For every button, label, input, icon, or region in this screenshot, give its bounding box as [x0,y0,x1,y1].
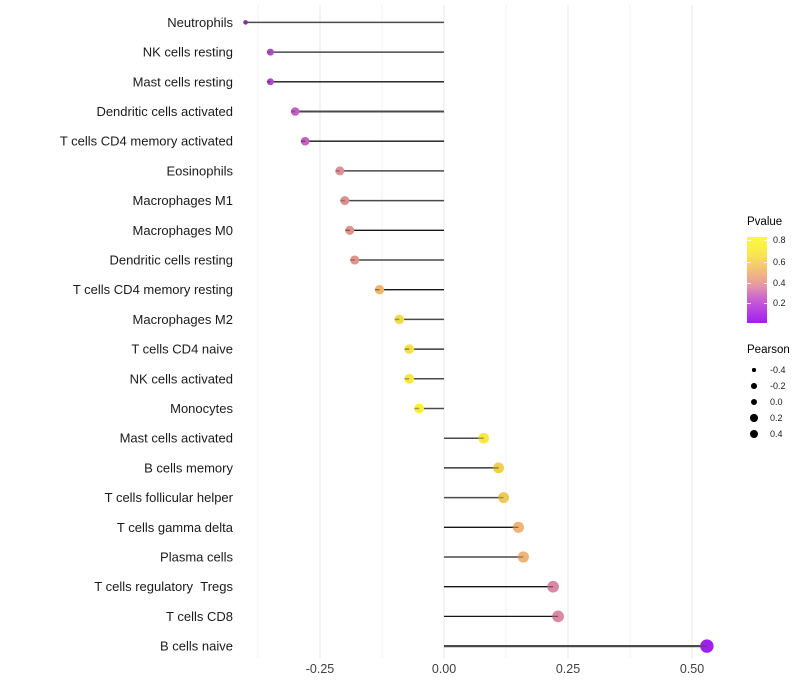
colorbar-tick [763,303,767,304]
x-axis-tick-label: 0.50 [680,662,704,676]
category-label: Mast cells activated [120,431,233,446]
pearson-legend-entry: 0.2 [747,410,799,426]
pearson-dot-box [747,426,761,442]
pearson-dot-box [747,394,761,410]
category-label: Macrophages M1 [133,193,233,208]
pvalue-tick-label: 0.8 [773,235,786,245]
colorbar-tick [763,240,767,241]
data-point [552,610,564,623]
pvalue-colorbar [747,237,767,323]
category-label: Plasma cells [160,550,233,565]
pearson-size-dot [752,368,756,372]
category-label: T cells CD8 [166,609,233,624]
colorbar-tick [747,282,751,284]
category-label: T cells follicular helper [105,490,234,505]
data-point [350,255,360,265]
category-label: T cells CD4 memory resting [73,282,233,297]
x-axis-tick-label: 0.00 [432,662,456,676]
pearson-legend-title: Pearson [747,344,790,356]
pearson-legend-entry: 0.0 [747,394,799,410]
pearson-dot-box [747,378,761,394]
category-label: Macrophages M2 [133,312,233,327]
pearson-size-label: -0.2 [770,381,786,391]
x-axis-tick-label: 0.25 [556,662,580,676]
category-label: Neutrophils [167,15,233,30]
data-point [374,285,385,295]
category-label: T cells regulatory Tregs [94,579,233,594]
category-label: NK cells activated [130,371,233,386]
pearson-size-label: 0.0 [770,397,783,407]
pearson-size-label: 0.2 [770,413,783,423]
colorbar-tick [747,303,751,304]
pearson-legend-entry: 0.4 [747,426,799,442]
pearson-size-dot [750,414,758,422]
pvalue-legend-title: Pvalue [747,216,783,228]
category-label: T cells gamma delta [117,520,234,535]
category-label: Dendritic cells resting [109,253,233,268]
pvalue-tick-label: 0.2 [773,298,786,308]
category-label: NK cells resting [143,45,233,60]
category-label: B cells memory [144,460,233,475]
category-label: T cells CD4 memory activated [60,134,233,149]
colorbar-tick [747,240,751,241]
pearson-size-dot [750,398,758,406]
pearson-size-dot [749,429,759,439]
x-axis-tick-label: -0.25 [306,662,335,676]
category-label: Dendritic cells activated [96,104,233,119]
category-label: Macrophages M0 [133,223,233,238]
pvalue-tick-label: 0.6 [773,256,786,267]
pearson-dot-box [747,362,761,378]
pearson-dot-box [747,410,761,426]
pearson-legend-entry: -0.4 [747,362,799,378]
category-label: Eosinophils [167,163,234,178]
pearson-legend-entry: -0.2 [747,378,799,394]
pearson-size-dot [751,383,757,389]
category-label: T cells CD4 naive [131,342,233,357]
colorbar-tick [763,282,767,284]
pearson-size-label: 0.4 [770,429,783,439]
colorbar-tick [747,261,751,263]
legend-panel: Pvalue 0.8 0.6 0.4 0.2 Pearson -0.4 -0.2… [745,0,800,700]
pearson-size-label: -0.4 [770,365,786,375]
category-label: Monocytes [170,401,233,416]
category-label: B cells naive [160,639,233,654]
colorbar-tick [763,261,767,263]
category-label: Mast cells resting [133,74,233,89]
pvalue-tick-label: 0.4 [773,277,786,288]
